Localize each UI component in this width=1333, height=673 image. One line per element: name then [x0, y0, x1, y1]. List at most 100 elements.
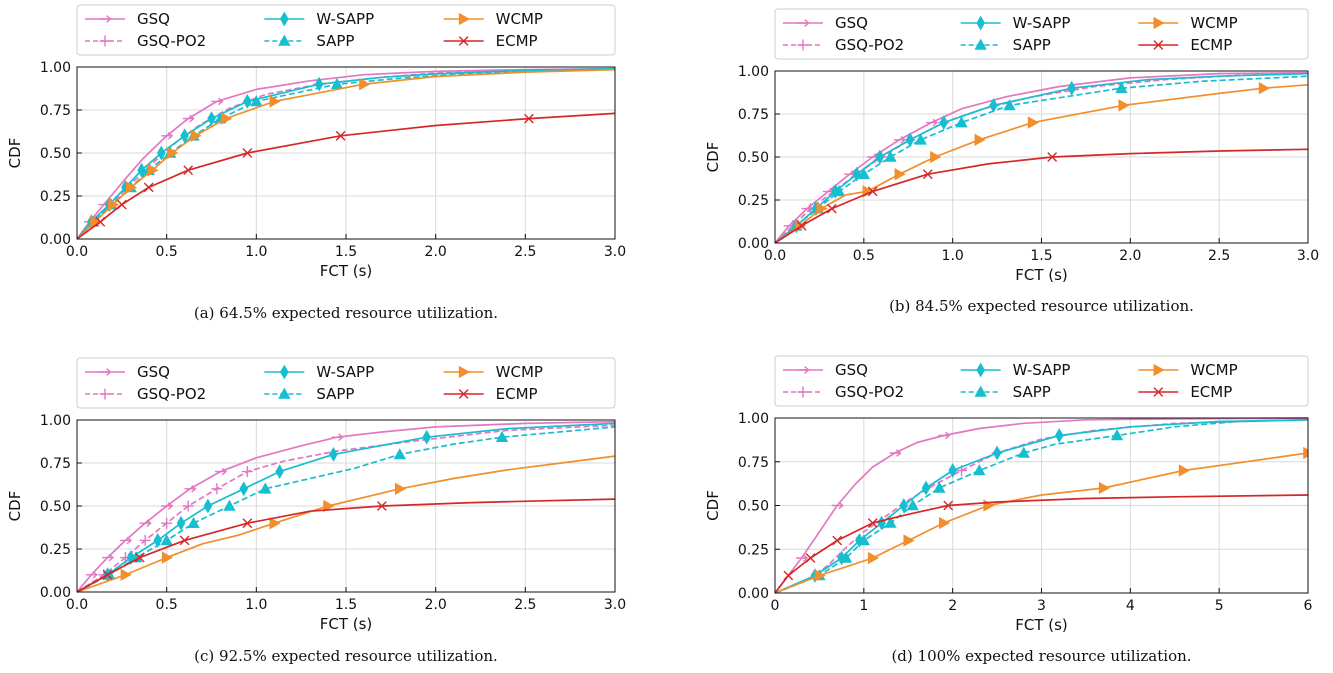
- data-point-ecmp: [376, 501, 387, 511]
- data-point-sapp: [223, 499, 236, 511]
- legend-item-gsq-po2: GSQ-PO2: [783, 36, 904, 54]
- legend-label-wcmp: WCMP: [496, 363, 543, 381]
- data-point-sapp: [839, 551, 853, 563]
- legend-item-wcmp: WCMP: [443, 10, 543, 28]
- legend-label-gsq-po2: GSQ-PO2: [835, 383, 904, 401]
- data-point-gsq: [331, 433, 344, 442]
- caption-a: (a) 64.5% expected resource utilization.: [194, 304, 498, 322]
- data-point-ecmp: [524, 113, 534, 124]
- data-point-gsq: [214, 467, 228, 476]
- legend-item-w-sapp: W-SAPP: [960, 361, 1070, 379]
- legend-item-sapp: SAPP: [264, 32, 354, 50]
- data-point-sapp: [393, 448, 406, 460]
- axes-frame: [774, 70, 1309, 244]
- y-tick-label: 0.50: [738, 150, 769, 166]
- data-point-sapp: [187, 516, 200, 528]
- x-tick-label: 0: [771, 598, 780, 614]
- data-point-sapp: [973, 464, 986, 476]
- series-gsq: [77, 420, 615, 593]
- data-point-wcmp: [221, 112, 233, 125]
- data-point-ecmp: [102, 569, 113, 580]
- data-point-sapp: [906, 499, 919, 511]
- x-tick-label: 2.5: [514, 244, 536, 260]
- x-tick-label: 0.5: [853, 248, 875, 264]
- legend-marker-ecmp: [1153, 387, 1164, 397]
- y-axis-label: CDF: [6, 138, 24, 169]
- y-tick-label: 0.50: [40, 499, 71, 515]
- data-point-gsq: [184, 484, 197, 493]
- data-point-wcmp: [190, 129, 202, 142]
- legend-marker-w-sapp: [280, 11, 289, 27]
- legend-label-wcmp: WCMP: [1190, 361, 1237, 379]
- data-point-w-sapp: [1054, 428, 1064, 443]
- legend-marker-gsq-po2: [797, 386, 809, 398]
- series-line-ecmp: [775, 494, 1308, 594]
- data-point-wcmp: [269, 95, 281, 108]
- data-point-w-sapp: [126, 550, 136, 565]
- x-tick-label: 2.5: [514, 597, 536, 613]
- caption-c: (c) 92.5% expected resource utilization.: [194, 647, 498, 665]
- data-point-gsq: [101, 553, 115, 562]
- legend-label-sapp: SAPP: [1013, 36, 1051, 54]
- data-point-wcmp: [161, 551, 173, 564]
- legend-label-sapp: SAPP: [1013, 383, 1051, 401]
- legend-label-gsq-po2: GSQ-PO2: [137, 32, 206, 50]
- x-tick-label: 3.0: [604, 244, 626, 260]
- x-tick-label: 0.0: [66, 597, 88, 613]
- x-tick-label: 1.0: [942, 248, 964, 264]
- series-line-ecmp: [77, 112, 615, 240]
- x-tick-label: 3: [1037, 598, 1046, 614]
- data-point-ecmp: [867, 518, 878, 528]
- x-tick-label: 1.5: [335, 597, 357, 613]
- legend-marker-wcmp: [458, 365, 470, 379]
- x-tick-label: 0.0: [764, 248, 786, 264]
- data-point-wcmp: [108, 198, 120, 211]
- data-point-sapp: [832, 185, 846, 197]
- x-tick-label: 0.0: [66, 244, 88, 260]
- legend-label-gsq-po2: GSQ-PO2: [137, 385, 206, 403]
- legend-marker-gsq: [797, 19, 810, 27]
- data-point-wcmp: [816, 202, 828, 215]
- legend-marker-sapp: [278, 387, 291, 399]
- y-tick-label: 1.00: [40, 60, 71, 76]
- data-point-ecmp: [116, 199, 127, 210]
- y-tick-label: 1.00: [738, 64, 769, 80]
- data-point-gsq: [925, 118, 938, 127]
- data-point-ecmp: [242, 518, 253, 529]
- data-point-gsq: [211, 97, 224, 106]
- data-point-sapp: [914, 133, 927, 145]
- data-point-gsq: [831, 501, 844, 510]
- legend-marker-gsq-po2: [99, 35, 111, 47]
- series-w-sapp: [77, 422, 615, 593]
- legend-label-ecmp: ECMP: [496, 32, 538, 50]
- x-tick-label: 0.5: [156, 244, 178, 260]
- data-point-sapp: [1110, 429, 1124, 441]
- legend-item-gsq: GSQ: [85, 10, 170, 28]
- x-axis-label: FCT (s): [320, 262, 373, 280]
- series-ecmp: [77, 112, 615, 240]
- data-point-wcmp: [269, 517, 281, 530]
- data-point-gsq: [938, 431, 951, 440]
- data-point-ecmp: [826, 203, 837, 214]
- data-point-gsq-po2: [161, 517, 173, 529]
- legend-marker-gsq: [99, 15, 112, 23]
- data-point-ecmp: [943, 500, 954, 511]
- data-point-sapp: [884, 150, 897, 162]
- legend-label-wcmp: WCMP: [496, 10, 543, 28]
- y-tick-label: 0.00: [738, 586, 769, 602]
- data-point-gsq: [889, 449, 902, 457]
- data-point-gsq: [161, 131, 174, 140]
- panel-d: GSQ GSQ-PO2 W-SAPP SAPP WCMP ECMP 0 1 2 3 4 5 6 0.00 0…: [704, 355, 1313, 665]
- data-point-ecmp: [179, 535, 190, 546]
- legend-frame: [774, 355, 1309, 407]
- y-tick-label: 0.00: [738, 236, 769, 252]
- data-point-ecmp: [867, 186, 878, 197]
- data-point-gsq: [119, 536, 132, 545]
- y-tick-label: 1.00: [40, 413, 71, 429]
- y-tick-label: 0.50: [40, 146, 71, 162]
- data-point-gsq: [85, 570, 98, 579]
- data-point-w-sapp: [329, 447, 338, 462]
- data-point-gsq-po2: [241, 466, 253, 478]
- legend-item-ecmp: ECMP: [443, 32, 538, 50]
- legend-item-ecmp: ECMP: [443, 385, 538, 403]
